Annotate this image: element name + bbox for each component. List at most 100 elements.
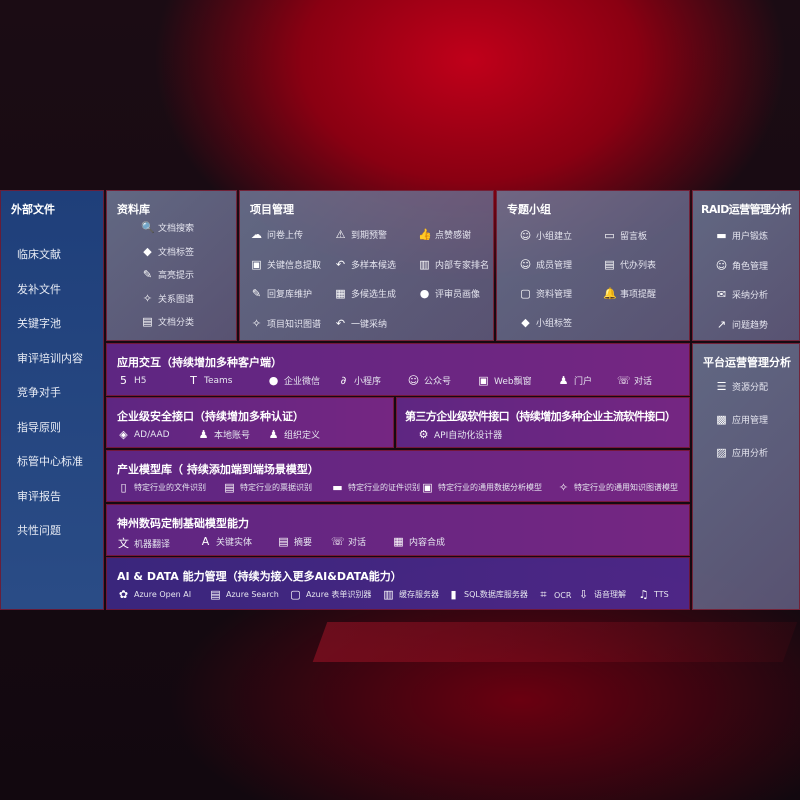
feature-item[interactable]: ⚠ 到期预警 — [334, 228, 387, 241]
feature-item[interactable]: ▥ 缓存服务器 — [382, 588, 439, 601]
feature-item[interactable]: ▬ 特定行业的证件识别 — [331, 481, 420, 494]
feature-item[interactable]: ▣ 特定行业的通用数据分析模型 — [421, 481, 542, 494]
feature-item[interactable]: ◆ 小组标签 — [519, 316, 572, 329]
feature-label: 留言板 — [620, 232, 648, 242]
panel-title: 项目管理 — [250, 203, 294, 216]
search-doc-icon: ▤ — [210, 588, 221, 601]
feature-item[interactable]: ☺ 成员管理 — [519, 258, 572, 271]
feature-item[interactable]: ▤ 特定行业的票据识别 — [223, 481, 312, 494]
feature-label: 项目知识图谱 — [267, 319, 322, 330]
feature-item[interactable]: ▭ 留言板 — [603, 229, 647, 242]
feature-item[interactable]: ☺ 角色管理 — [715, 259, 768, 272]
feature-item[interactable]: ☰ 资源分配 — [715, 380, 768, 393]
reply-icon: ↶ — [335, 316, 346, 330]
external-item[interactable]: 临床文献 — [17, 248, 61, 261]
feature-item[interactable]: ☺ 公众号 — [407, 374, 451, 387]
feature-item[interactable]: ▤ 代办列表 — [603, 258, 656, 271]
feature-item[interactable]: ☁ 问卷上传 — [250, 228, 303, 241]
feature-item[interactable]: ▩ 应用管理 — [715, 413, 768, 426]
id-card-icon: ▬ — [332, 481, 343, 494]
feature-item[interactable]: ◆ 文档标签 — [141, 245, 194, 258]
feature-label: 应用管理 — [732, 416, 769, 426]
feature-item[interactable]: ☏ 对话 — [617, 374, 652, 387]
cache-icon: ▥ — [383, 588, 394, 601]
feature-item[interactable]: 🔔 事项提醒 — [603, 287, 656, 300]
feature-item[interactable]: ▤ 摘要 — [277, 535, 312, 548]
feature-item[interactable]: ▣ Web飘窗 — [477, 374, 531, 387]
feature-item[interactable]: ▢ 资料管理 — [519, 287, 572, 300]
feature-item[interactable]: ☺ 小组建立 — [519, 229, 572, 242]
database-icon: ▮ — [450, 588, 457, 601]
feature-item[interactable]: ▢ Azure 表单识别器 — [289, 588, 371, 601]
external-item[interactable]: 审评培训内容 — [17, 351, 83, 365]
panel-title: 专题小组 — [507, 203, 551, 216]
feature-item[interactable]: ▦ 内容合成 — [392, 535, 445, 548]
feature-item[interactable]: ✉ 采纳分析 — [715, 288, 768, 301]
teams-icon: T — [190, 374, 197, 387]
graph-icon: ✧ — [251, 316, 262, 330]
feature-item[interactable]: ✧ 关系图谱 — [141, 292, 194, 305]
wechat-icon: ● — [268, 374, 279, 387]
external-item[interactable]: 关键字池 — [17, 317, 61, 330]
feature-item[interactable]: ✧ 特定行业的通用知识图谱模型 — [557, 481, 678, 494]
feature-item[interactable]: ▤ Azure Search — [209, 588, 279, 601]
feature-item[interactable]: ◈ AD/AAD — [117, 428, 169, 441]
feature-item[interactable]: ● 企业微信 — [267, 374, 320, 387]
feature-item[interactable]: ✎ 回复库维护 — [250, 287, 312, 300]
feature-label: 用户锻炼 — [732, 232, 769, 242]
feature-label: 摘要 — [294, 538, 313, 548]
feature-item[interactable]: ▥ 内部专家排名 — [418, 258, 489, 271]
feature-item[interactable]: ♫ TTS — [637, 588, 669, 601]
openai-icon: ✿ — [118, 588, 129, 601]
feature-item[interactable]: ▣ 关键信息提取 — [250, 258, 321, 271]
feature-item[interactable]: 🔍 文档搜索 — [141, 221, 194, 234]
feature-item[interactable]: ▮ SQL数据库服务器 — [447, 588, 527, 601]
receipt-icon: ▤ — [224, 481, 235, 494]
feature-item[interactable]: 👍 点赞感谢 — [418, 228, 471, 241]
portal-icon: ♟ — [558, 374, 569, 387]
feature-item[interactable]: ↗ 问题趋势 — [715, 318, 768, 331]
feature-item[interactable]: ✎ 高亮提示 — [141, 268, 194, 281]
chat-icon: ☏ — [331, 535, 345, 548]
feature-item[interactable]: ● 评审员画像 — [418, 287, 480, 300]
external-files-panel: 外部文件 临床文献 发补文件 关键字池 审评培训内容 竞争对手 指导原则 标管中心标准 审评报… — [0, 190, 104, 610]
feature-label: H5 — [134, 375, 147, 386]
raid-panel: RAID运营管理分析 ▬ 用户锻炼 ☺ 角色管理 ✉ 采纳分析 ↗ 问题趋势 — [692, 190, 800, 341]
feature-item[interactable]: ♟ 本地账号 — [197, 428, 250, 441]
feature-label: 内部专家排名 — [435, 260, 490, 271]
feature-item[interactable]: ▦ 多候选生成 — [334, 287, 396, 300]
feature-item[interactable]: ☏ 对话 — [331, 535, 366, 548]
feature-item[interactable]: ♟ 门户 — [557, 374, 592, 387]
feature-item[interactable]: ♟ 组织定义 — [267, 428, 320, 441]
panel-title: 应用交互（持续增加多种客户端） — [117, 356, 282, 369]
feature-item[interactable]: 5 H5 — [117, 374, 147, 387]
external-item[interactable]: 指导原则 — [17, 420, 61, 434]
feature-item[interactable]: T Teams — [187, 374, 232, 387]
feature-item[interactable]: ✧ 项目知识图谱 — [250, 317, 321, 330]
aad-icon: ◈ — [119, 428, 128, 441]
feature-item[interactable]: ▨ 应用分析 — [715, 446, 768, 459]
feature-item[interactable]: ⚙ API自动化设计器 — [417, 428, 503, 441]
feature-item[interactable]: A 关键实体 — [199, 535, 252, 548]
reply-icon: ↶ — [335, 257, 346, 271]
feature-item[interactable]: ✿ Azure Open AI — [117, 588, 191, 601]
feature-item[interactable]: ↶ 一键采纳 — [334, 317, 387, 330]
clipboard-icon: ▤ — [604, 258, 615, 271]
external-item[interactable]: 竞争对手 — [17, 386, 61, 399]
feature-item[interactable]: ∂ 小程序 — [337, 374, 381, 387]
feature-item[interactable]: ↶ 多样本候选 — [334, 258, 396, 271]
feature-item[interactable]: 文机器翻译 — [117, 535, 170, 551]
panel-title: 企业级安全接口（持续增加多种认证） — [117, 410, 304, 423]
external-item[interactable]: 标管中心标准 — [17, 455, 83, 468]
feature-item[interactable]: ▤ 文档分类 — [141, 315, 194, 328]
feature-item[interactable]: ▬ 用户锻炼 — [715, 229, 768, 242]
feature-item[interactable]: ▯ 特定行业的文件识别 — [117, 481, 206, 494]
feature-item[interactable]: ⇩ 语音理解 — [577, 588, 626, 601]
external-item[interactable]: 审评报告 — [17, 489, 61, 503]
feature-label: 多候选生成 — [351, 290, 397, 300]
panel-title: RAID运营管理分析 — [701, 203, 792, 216]
external-item[interactable]: 发补文件 — [17, 282, 61, 296]
feature-label: 成员管理 — [536, 261, 573, 271]
feature-item[interactable]: ⌗ OCR — [537, 588, 571, 602]
external-item[interactable]: 共性问题 — [17, 524, 61, 537]
